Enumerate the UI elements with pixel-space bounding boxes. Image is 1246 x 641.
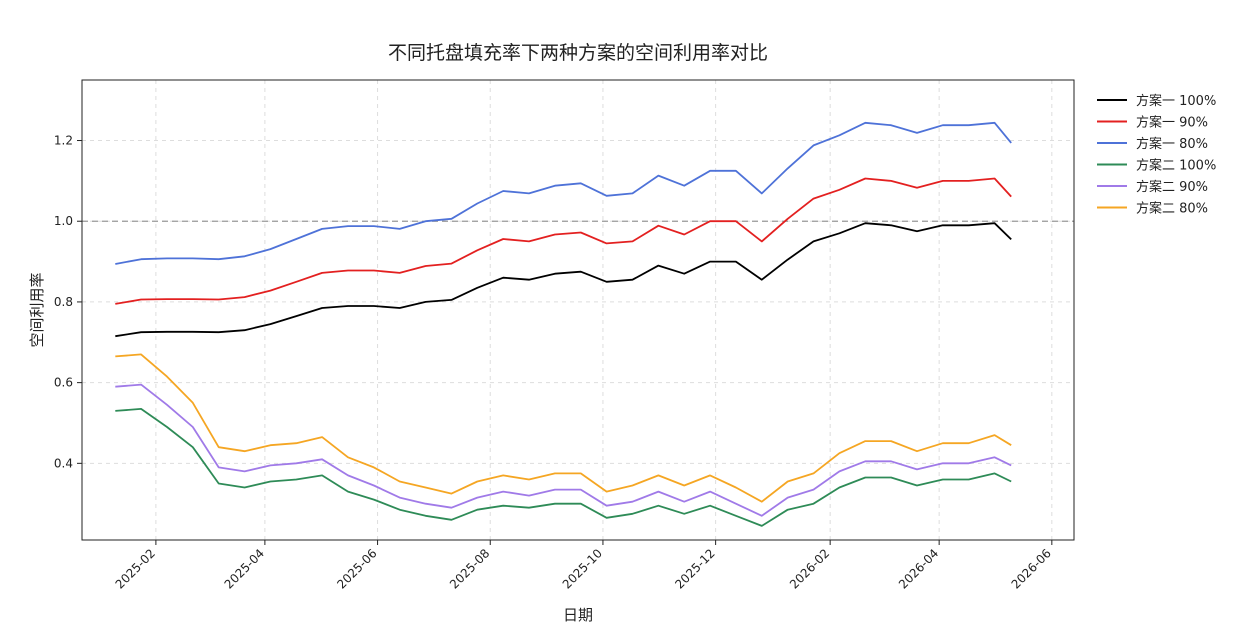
legend-label: 方案二 100%: [1136, 158, 1216, 174]
x-tick-label: 2025-04: [222, 546, 267, 591]
y-tick-label: 0.8: [54, 295, 73, 309]
series-line: [115, 121, 1012, 265]
x-tick-label: 2025-06: [334, 546, 379, 591]
x-tick-label: 2025-02: [113, 546, 158, 591]
x-tick-label: 2026-06: [1009, 546, 1054, 591]
y-tick-label: 1.2: [54, 134, 73, 148]
legend-label: 方案一 100%: [1136, 93, 1216, 109]
legend-label: 方案一 90%: [1136, 115, 1208, 131]
x-tick-label: 2025-12: [672, 546, 717, 591]
axis-ticks: 0.4 0.6 0.8 1.0 1.2 2025-02 2025-04 2025-06 2025…: [54, 134, 1054, 592]
x-tick-label: 2025-10: [560, 546, 605, 591]
chart-title: 不同托盘填充率下两种方案的空间利用率对比: [388, 42, 768, 64]
x-tick-label: 2026-02: [787, 546, 832, 591]
series-line: [115, 177, 1012, 305]
x-axis-label: 日期: [563, 606, 593, 624]
series-line: [115, 383, 1012, 517]
legend-label: 方案二 80%: [1136, 201, 1208, 217]
series-line: [115, 407, 1012, 527]
series-line: [115, 353, 1012, 503]
grid: [82, 80, 1074, 540]
legend: 方案一 100% 方案一 90% 方案一 80% 方案二 100% 方案二 90% 方案二…: [1097, 93, 1216, 217]
y-tick-label: 0.4: [54, 456, 73, 470]
y-tick-label: 0.6: [54, 376, 73, 390]
series-layer: [115, 121, 1012, 527]
y-tick-label: 1.0: [54, 214, 73, 228]
x-tick-label: 2025-08: [447, 546, 492, 591]
legend-label: 方案一 80%: [1136, 136, 1208, 152]
x-tick-label: 2026-04: [896, 546, 941, 591]
series-line: [115, 222, 1012, 338]
legend-label: 方案二 90%: [1136, 179, 1208, 195]
y-axis-label: 空间利用率: [28, 272, 46, 347]
plot-area: [81, 79, 1075, 541]
